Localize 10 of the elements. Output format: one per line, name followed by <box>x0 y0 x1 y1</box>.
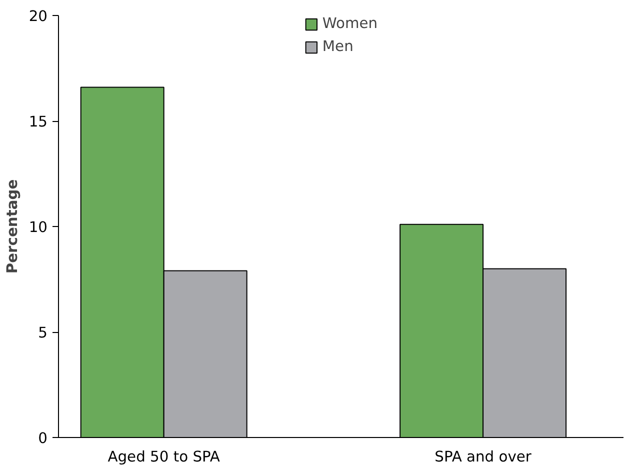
y-tick-label: 10 <box>28 219 48 236</box>
legend-label: Women <box>322 15 378 32</box>
legend-label: Men <box>322 38 354 55</box>
y-tick-label: 15 <box>28 114 48 130</box>
x-tick-label: SPA and over <box>434 448 532 466</box>
y-tick-label: 0 <box>38 430 48 447</box>
y-tick-label: 5 <box>38 324 48 342</box>
y-tick-label: 20 <box>28 8 48 25</box>
x-tick-label: Aged 50 to SPA <box>108 448 220 466</box>
y-axis-title: Percentage <box>4 179 21 274</box>
